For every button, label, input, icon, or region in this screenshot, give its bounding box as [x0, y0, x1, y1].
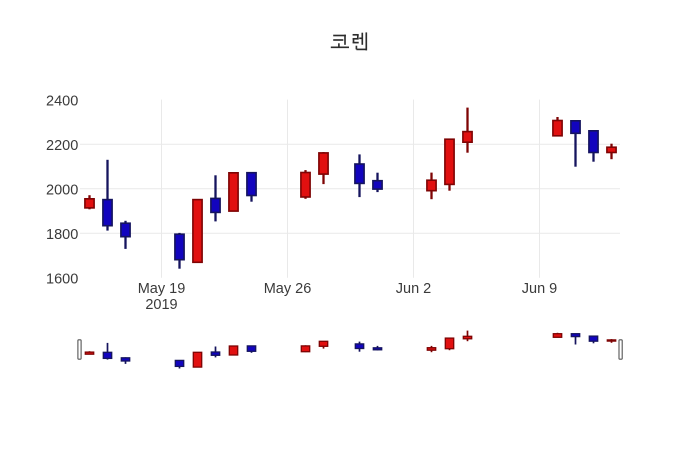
svg-text:2019: 2019 — [145, 297, 177, 313]
svg-text:May 26: May 26 — [264, 281, 312, 297]
svg-text:2200: 2200 — [46, 138, 78, 154]
svg-text:1600: 1600 — [46, 272, 78, 288]
svg-text:Jun 2: Jun 2 — [396, 281, 431, 297]
svg-text:May 19: May 19 — [138, 281, 186, 297]
svg-text:Jun 9: Jun 9 — [522, 281, 557, 297]
svg-text:1800: 1800 — [46, 227, 78, 243]
svg-text:2000: 2000 — [46, 182, 78, 198]
svg-text:2400: 2400 — [46, 93, 78, 109]
